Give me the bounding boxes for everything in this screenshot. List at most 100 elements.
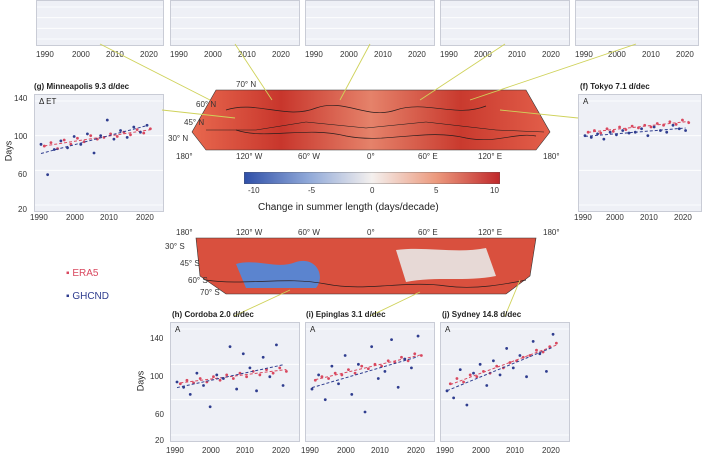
colorbar-tick-0: -10 (248, 186, 260, 195)
chart-4-ghcnd-point-16 (551, 332, 555, 336)
chart-2-ghcnd-point-11 (248, 366, 252, 370)
chart-3-letter: A (310, 325, 316, 334)
chart-0-ghcnd-trend (40, 125, 148, 154)
chart-0-ghcnd-point-15 (139, 130, 142, 134)
chart-2-letter: A (175, 325, 181, 334)
chart-3-ghcnd-point-4 (337, 382, 340, 386)
connector-top-3 (339, 43, 371, 101)
chart-2-ghcnd-point-6 (215, 373, 219, 377)
top3-xtick-0: 1990 (305, 50, 323, 59)
chart-3-ghcnd-point-3 (330, 364, 334, 368)
connector-tokyo (499, 109, 579, 119)
chart-0-ytick-3: 20 (18, 205, 27, 214)
chart-1-ghcnd-point-1 (589, 136, 593, 139)
chart-3-ghcnd-point-13 (396, 385, 400, 389)
chart-4-era5-point-16 (554, 341, 558, 345)
top-panel-2 (170, 0, 300, 46)
chart-3-era5-point-3 (333, 371, 337, 375)
chart-4-title: (j) Sydney 14.8 d/dec (442, 310, 522, 319)
chart-2-ghcnd-point-15 (275, 343, 278, 347)
chart-0-ghcnd-point-12 (119, 129, 122, 132)
chart-2-ylabel: Days (135, 370, 146, 392)
chart-2-era5-point-15 (278, 366, 282, 370)
chart-4-ghcnd-point-12 (525, 375, 528, 379)
connector-minneapolis (161, 109, 236, 119)
chart-0-ghcnd-point-1 (46, 173, 50, 177)
chart-4-ghcnd-point-1 (452, 396, 456, 400)
top-panel-1 (36, 0, 164, 46)
top2-xtick-2: 2010 (238, 50, 256, 59)
chart-0-ghcnd-point-14 (132, 125, 136, 129)
chart-4-ghcnd-point-6 (485, 384, 489, 387)
chart-2-era5-point-16 (284, 370, 288, 373)
chart-3-xtick-1: 2000 (337, 446, 355, 455)
south-map-light-region (396, 248, 496, 282)
chart-4-xtick-0: 1990 (436, 446, 454, 455)
chart-1-era5-point-3 (605, 127, 609, 131)
chart-0-era5-point-1 (49, 141, 53, 144)
north-lat-60: 60° N (196, 100, 217, 109)
chart-1-letter: A (583, 97, 589, 106)
north-lon-6: 180° (543, 152, 560, 161)
chart-2-ytick-1: 100 (150, 372, 164, 381)
top5-xtick-1: 2000 (608, 50, 626, 59)
chart-4-era5-point-1 (455, 377, 459, 380)
chart-2-xtick-1: 2000 (202, 446, 220, 455)
south-lon-1: 120° W (236, 228, 263, 237)
chart-0-era5-point-5 (76, 136, 79, 140)
chart-2-ghcnd-point-3 (195, 371, 199, 375)
south-lon-0: 180° (176, 228, 193, 237)
chart-1-ghcnd-point-2 (596, 132, 599, 136)
chart-1-xtick-0: 1990 (574, 213, 592, 222)
north-lat-30: 30° N (168, 134, 189, 143)
chart-3-panel: A (305, 322, 435, 442)
chart-2-era5-point-6 (218, 378, 222, 382)
chart-4-ghcnd-point-9 (505, 347, 509, 350)
chart-2-era5-point-14 (271, 371, 275, 375)
chart-0-xtick-0: 1990 (30, 213, 48, 222)
chart-2-era5-trend (180, 369, 287, 384)
chart-2-ghcnd-point-9 (235, 387, 239, 391)
chart-3-ghcnd-point-6 (350, 392, 354, 396)
chart-1-ghcnd-point-10 (646, 134, 650, 138)
chart-0-xtick-1: 2000 (66, 213, 84, 222)
connector-cordoba (233, 289, 291, 317)
chart-3-ghcnd-point-1 (317, 373, 321, 377)
chart-3-era5-point-11 (386, 359, 390, 363)
south-lon-4: 60° E (418, 228, 438, 237)
south-lat-30: 30° S (165, 242, 185, 251)
chart-0-ghcnd-point-3 (59, 139, 63, 143)
chart-3-ghcnd-point-2 (323, 398, 327, 402)
colorbar-tick-2: 0 (370, 186, 375, 195)
chart-5-plot (37, 6, 163, 40)
south-lat-60: 60° S (188, 276, 208, 285)
top4-xtick-3: 2020 (542, 50, 560, 59)
chart-4-letter: A (445, 325, 451, 334)
chart-2-plot (171, 328, 299, 436)
chart-1-ghcnd-point-14 (671, 123, 675, 127)
top-panel-5 (575, 0, 699, 46)
chart-1-era5-point-11 (655, 122, 659, 125)
chart-9-plot (576, 6, 698, 40)
chart-3-era5-point-16 (419, 354, 423, 357)
top2-xtick-0: 1990 (170, 50, 188, 59)
chart-2-ghcnd-point-5 (208, 405, 212, 409)
colorbar-label: Change in summer length (days/decade) (258, 202, 439, 213)
chart-0-era5-point-13 (129, 133, 132, 137)
chart-0-ytick-2: 60 (18, 170, 27, 179)
chart-0-era5-point-3 (62, 138, 66, 142)
connector-epinglas (369, 291, 421, 317)
chart-4-era5-point-14 (541, 350, 545, 354)
chart-1-xtick-3: 2020 (674, 213, 692, 222)
chart-3-ghcnd-point-11 (383, 370, 387, 373)
north-lon-2: 60° W (298, 152, 320, 161)
top-panel-3 (305, 0, 435, 46)
chart-3-era5-point-14 (406, 359, 410, 363)
chart-2-era5-point-3 (198, 377, 202, 380)
chart-3-era5-point-10 (380, 364, 383, 368)
chart-0-ghcnd-point-11 (112, 137, 116, 141)
colorbar-tick-3: 5 (434, 186, 439, 195)
chart-4-ghcnd-point-14 (538, 352, 542, 356)
chart-3-era5-point-13 (400, 355, 403, 359)
north-map-boundary (206, 121, 545, 133)
